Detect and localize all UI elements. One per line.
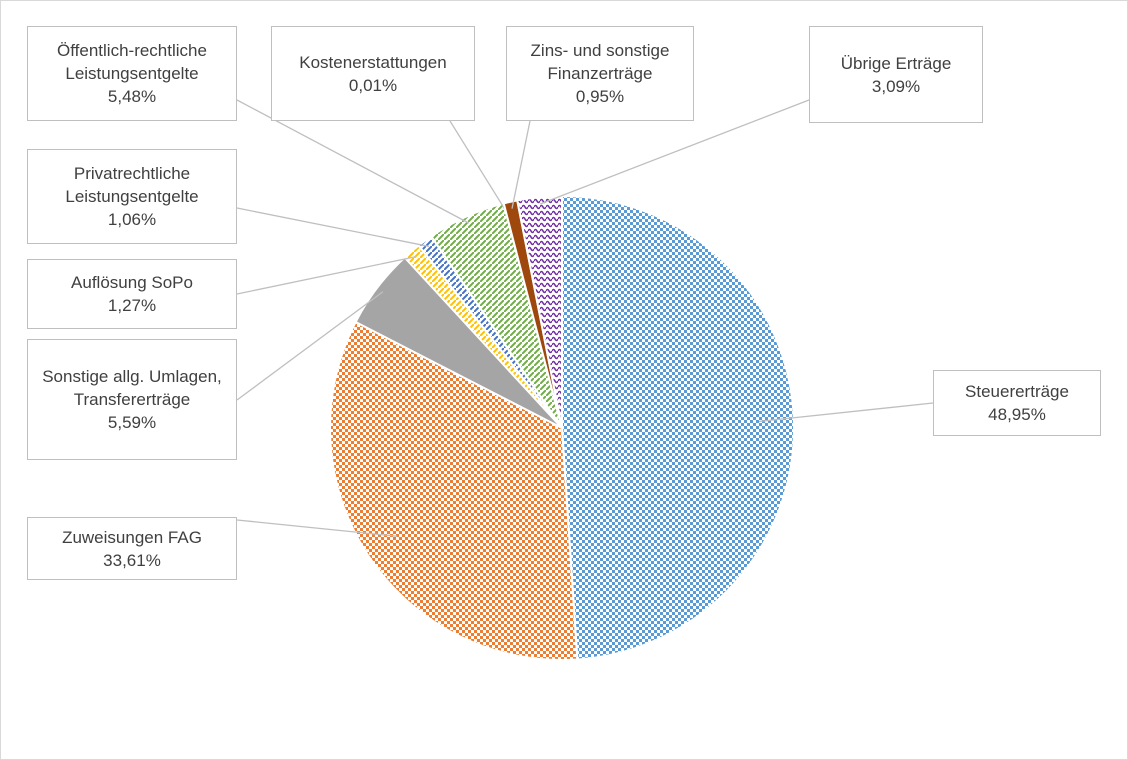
label-value: 5,48%: [107, 87, 157, 106]
leader-line: [236, 256, 417, 295]
data-label: Öffentlich-rechtliche Leistungsentgelte 5…: [27, 26, 237, 121]
label-value: 48,95%: [988, 405, 1046, 424]
leader-line: [511, 120, 531, 209]
leader-line: [236, 291, 384, 401]
data-label: Zuweisungen FAG 33,61%: [27, 517, 237, 580]
label-value: 33,61%: [103, 550, 161, 570]
leader-line: [759, 402, 934, 423]
label-name: Steuererträge: [965, 382, 1069, 401]
leader-line: [236, 207, 430, 248]
label-value: 0,01%: [348, 75, 398, 95]
label-value: 1,06%: [107, 210, 157, 229]
data-label: Kostenerstattungen 0,01%: [271, 26, 475, 121]
leader-line: [236, 519, 398, 537]
label-value: 5,59%: [107, 413, 157, 432]
label-name: Übrige Erträge: [840, 53, 952, 73]
label-name: Privatrechtliche Leistungsentgelte: [65, 164, 199, 206]
data-label: Auflösung SoPo 1,27%: [27, 259, 237, 329]
label-name: Sonstige allg. Umlagen, Transfererträge: [42, 367, 222, 409]
label-name: Öffentlich-rechtliche Leistungsentgelte: [57, 41, 207, 83]
leader-line: [539, 99, 810, 205]
pie-slice: [561, 194, 796, 661]
data-label: Zins- und sonstige Finanzerträge 0,95%: [506, 26, 694, 121]
leader-line: [449, 120, 506, 211]
data-label: Sonstige allg. Umlagen, Transfererträge 5…: [27, 339, 237, 460]
label-name: Zuweisungen FAG: [62, 527, 202, 547]
label-value: 1,27%: [107, 296, 157, 315]
label-name: Auflösung SoPo: [71, 273, 193, 292]
label-name: Zins- und sonstige Finanzerträge: [530, 41, 670, 83]
data-label: Privatrechtliche Leistungsentgelte 1,06%: [27, 149, 237, 244]
pie-slice: [329, 320, 579, 661]
label-name: Kostenerstattungen: [299, 52, 447, 72]
data-label: Übrige Erträge 3,09%: [809, 26, 983, 123]
data-label: Steuererträge 48,95%: [933, 370, 1101, 436]
label-value: 0,95%: [575, 87, 625, 106]
label-value: 3,09%: [871, 76, 921, 96]
